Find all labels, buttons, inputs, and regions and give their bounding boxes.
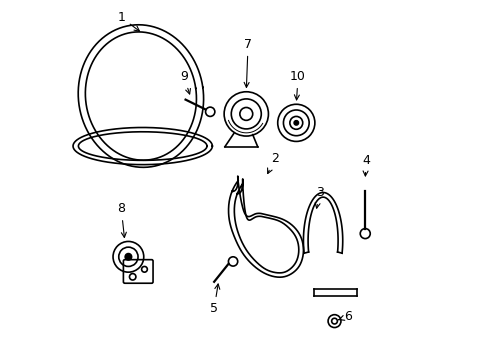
Text: 6: 6 bbox=[338, 310, 351, 323]
Circle shape bbox=[294, 121, 298, 125]
Text: 2: 2 bbox=[267, 152, 278, 174]
Text: 9: 9 bbox=[180, 70, 190, 94]
Circle shape bbox=[125, 253, 131, 260]
Text: 8: 8 bbox=[117, 202, 126, 238]
Text: 7: 7 bbox=[244, 38, 251, 87]
Text: 5: 5 bbox=[210, 284, 219, 315]
Text: 10: 10 bbox=[289, 70, 305, 100]
Text: 4: 4 bbox=[361, 154, 369, 176]
Text: 3: 3 bbox=[314, 186, 323, 208]
Text: 1: 1 bbox=[117, 11, 139, 31]
